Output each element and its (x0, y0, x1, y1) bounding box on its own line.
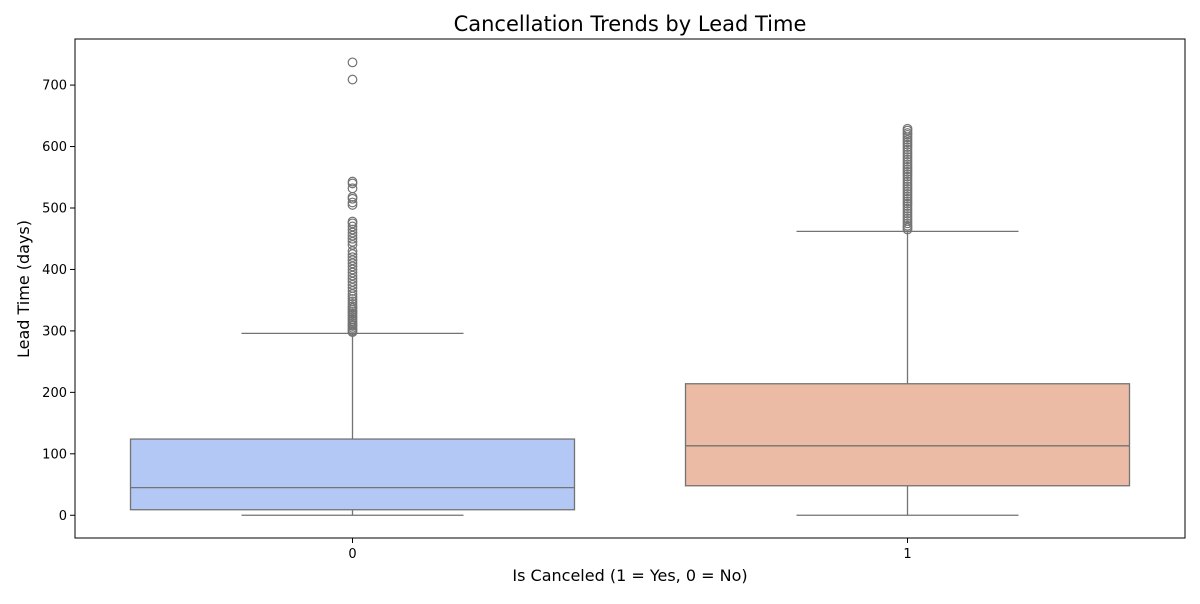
outlier-point (347, 230, 358, 241)
outlier-point (902, 169, 913, 180)
outlier-point (347, 276, 358, 287)
outlier-point (902, 154, 913, 165)
outlier-point (902, 198, 913, 209)
box-0 (129, 438, 576, 511)
y-tick-label: 600 (42, 140, 67, 155)
outlier-point (902, 159, 913, 170)
outlier-point (902, 123, 913, 134)
outlier-point (902, 174, 913, 185)
outlier-point (902, 186, 913, 197)
outlier-point (902, 142, 913, 153)
outlier-point (902, 203, 913, 214)
outlier-point (347, 176, 358, 187)
outlier-point (902, 157, 913, 167)
x-tick-label: 0 (348, 547, 356, 562)
chart-title: Cancellation Trends by Lead Time (454, 12, 807, 36)
outlier-point (347, 301, 358, 312)
outlier-point (347, 286, 358, 296)
outlier-point (902, 196, 913, 207)
outlier-point (347, 264, 358, 275)
outlier-point (347, 282, 358, 293)
outlier-point (902, 134, 913, 145)
outlier-point (902, 181, 913, 192)
y-tick-label: 700 (42, 79, 67, 94)
outlier-point (347, 267, 358, 278)
outlier-point (347, 221, 358, 232)
outlier-point (347, 289, 358, 299)
x-axis-label: Is Canceled (1 = Yes, 0 = No) (512, 566, 747, 585)
plot-frame (74, 38, 1186, 539)
outlier-point (347, 233, 358, 244)
outlier-point (902, 191, 913, 202)
y-axis-label: Lead Time (days) (14, 220, 33, 358)
outlier-point (347, 270, 358, 281)
y-tick-label: 100 (42, 447, 67, 462)
outlier-point (347, 236, 358, 247)
outlier-point (902, 166, 913, 177)
outlier-point (902, 139, 913, 150)
outlier-point (902, 179, 913, 189)
outlier-point (902, 171, 913, 182)
outlier-point (347, 249, 358, 259)
y-tick-label: 0 (59, 509, 67, 524)
outlier-point (902, 188, 913, 199)
outlier-point (347, 224, 358, 235)
outlier-point (902, 220, 913, 231)
outlier-point (902, 149, 913, 160)
outlier-point (347, 296, 358, 307)
outlier-point (347, 216, 358, 227)
outlier-point (347, 279, 358, 290)
outlier-point (347, 183, 358, 194)
outlier-point (902, 137, 913, 148)
outlier-point (347, 252, 358, 263)
outlier-point (902, 211, 913, 221)
y-tick-label: 400 (42, 263, 67, 278)
outlier-point (902, 206, 913, 216)
outlier-point (902, 144, 913, 155)
outlier-point (902, 201, 913, 212)
outlier-point (902, 176, 913, 187)
outlier-point (902, 164, 913, 175)
outlier-point (902, 152, 913, 162)
outlier-point (347, 273, 358, 284)
outlier-point (902, 161, 913, 172)
outlier-point (347, 258, 358, 269)
outlier-point (902, 184, 913, 194)
outlier-point (347, 74, 358, 85)
outlier-point (347, 200, 358, 210)
outlier-point (902, 218, 913, 229)
outlier-point (347, 246, 358, 256)
outlier-point (902, 193, 913, 204)
outlier-point (902, 208, 913, 219)
plot-area: 0 100 200 300 400 500 600 700 0 1 (42, 57, 1131, 562)
outlier-point (902, 128, 913, 138)
outlier-point (347, 227, 358, 238)
box-1 (684, 383, 1131, 487)
outlier-point (902, 213, 913, 224)
outlier-point (902, 147, 913, 157)
outlier-point (347, 255, 358, 266)
y-tick-label: 500 (42, 201, 67, 216)
outlier-point (347, 197, 358, 208)
y-tick-label: 200 (42, 386, 67, 401)
x-tick-label: 1 (903, 547, 911, 562)
outlier-point (902, 216, 913, 226)
y-tick-label: 300 (42, 324, 67, 339)
outlier-point (347, 57, 358, 68)
outlier-point (347, 239, 358, 250)
outlier-point (347, 298, 358, 309)
outlier-point (347, 294, 358, 304)
outlier-point (347, 261, 358, 272)
